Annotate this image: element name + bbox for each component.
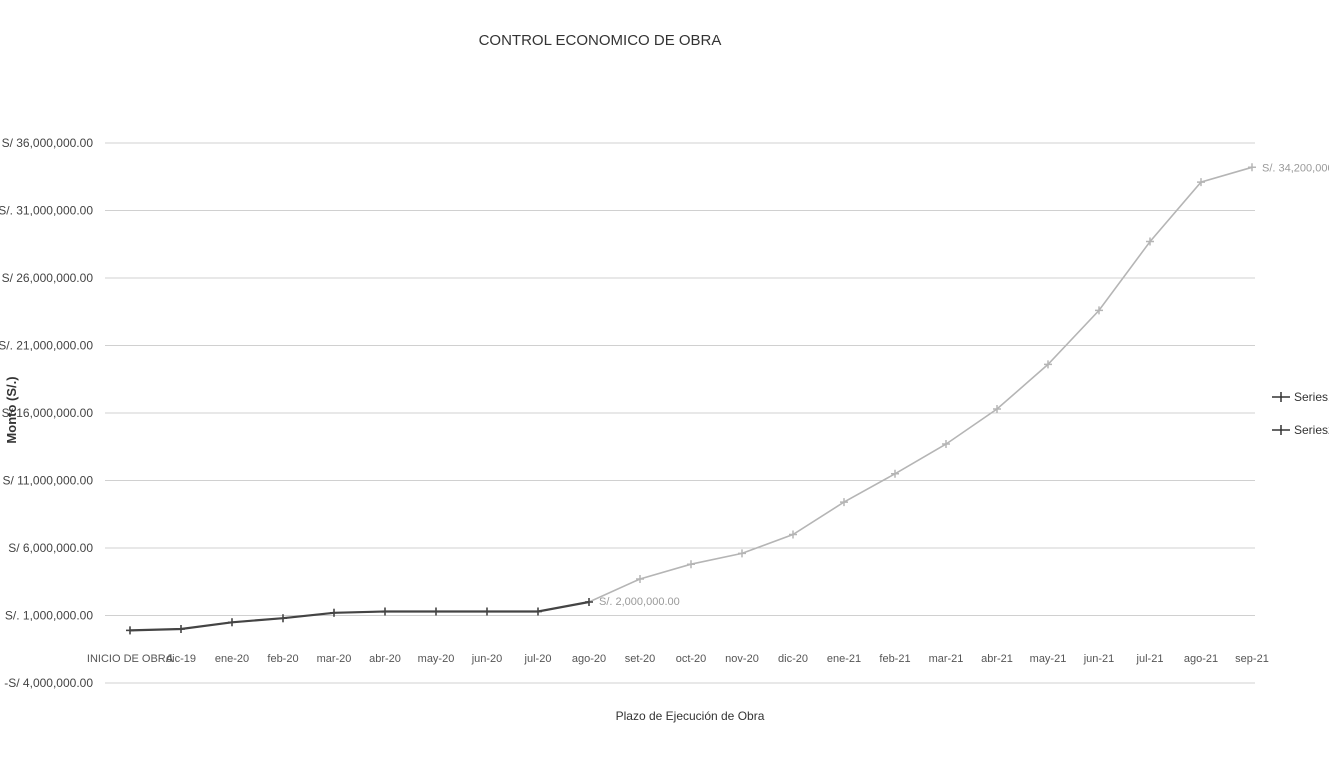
grid [105, 142, 1255, 684]
series-2-point [636, 575, 644, 584]
x-tick-label: may-21 [1030, 653, 1067, 665]
x-tick-label: ene-21 [827, 653, 861, 665]
y-axis-label: Monto (S/.) [4, 376, 19, 443]
x-axis-label: Plazo de Ejecución de Obra [616, 709, 765, 723]
x-tick-label: mar-21 [929, 653, 964, 665]
series-1-point [177, 625, 185, 633]
x-tick-label: jul-20 [524, 653, 552, 665]
series-1-point [483, 607, 491, 616]
series-2-point [1146, 237, 1154, 246]
series-1-point [279, 614, 287, 623]
data-label: S/. 2,000,000.00 [599, 596, 680, 608]
y-tick-label: S/ 36,000,000.00 [2, 136, 94, 150]
x-tick-label: nov-20 [725, 653, 759, 665]
chart-title: CONTROL ECONOMICO DE OBRA [479, 32, 722, 49]
x-tick-label: sep-21 [1235, 653, 1269, 665]
legend: Series1 Series2 [1272, 390, 1329, 437]
x-tick-label: oct-20 [676, 653, 707, 665]
series-1-point [381, 607, 389, 616]
y-tick-label: S/ 6,000,000.00 [8, 541, 93, 555]
x-tick-label: jun-20 [471, 653, 503, 665]
x-tick-label: ago-21 [1184, 653, 1218, 665]
series-2-point [789, 530, 797, 539]
y-tick-label: S/ 16,000,000.00 [2, 406, 94, 420]
x-tick-label: INICIO DE OBRA [87, 653, 174, 665]
x-tick-label: set-20 [625, 653, 656, 665]
x-tick-label: dic-20 [778, 653, 808, 665]
plot-area: S/. 2,000,000.00 S/. 34,200,000.00 [126, 162, 1329, 635]
series-1-point [228, 618, 236, 627]
x-tick-label: mar-20 [317, 653, 352, 665]
y-tick-label: S/ 11,000,000.00 [2, 474, 93, 488]
x-tick-label: dic-19 [166, 653, 196, 665]
series-line-1 [129, 600, 590, 632]
series-1-point [126, 626, 134, 635]
x-tick-label: jun-21 [1083, 653, 1115, 665]
series-2-point [1248, 163, 1256, 172]
x-tick-label: feb-20 [267, 653, 298, 665]
series-2-point [891, 469, 899, 478]
legend-entry: Series2 [1294, 423, 1329, 437]
y-tick-label: -S/ 4,000,000.00 [4, 676, 93, 690]
data-label: S/. 34,200,000.00 [1262, 162, 1329, 174]
y-tick-label: S/. 31,000,000.00 [0, 204, 93, 218]
x-tick-label: abr-20 [369, 653, 401, 665]
series-2-point [993, 404, 1001, 413]
y-axis: -S/ 4,000,000.00 S/. 1,000,000.00 S/ 6,000… [0, 136, 93, 690]
series-2-point [738, 549, 746, 558]
y-tick-label: S/ 26,000,000.00 [2, 271, 94, 285]
series-2-point [687, 560, 695, 569]
series-1-point [585, 598, 593, 606]
x-tick-label: ene-20 [215, 653, 249, 665]
x-tick-label: jul-21 [1136, 653, 1164, 665]
series-2-point [942, 440, 950, 449]
series-2-point [1044, 360, 1052, 369]
x-tick-label: abr-21 [981, 653, 1013, 665]
y-tick-label: S/. 1,000,000.00 [5, 609, 93, 623]
x-tick-label: may-20 [418, 653, 455, 665]
series-1-point [330, 608, 338, 617]
series-2-point [1095, 306, 1103, 315]
series-1-point [432, 607, 440, 616]
x-tick-label: ago-20 [572, 653, 606, 665]
x-tick-label: feb-21 [879, 653, 910, 665]
series-2-point [1197, 178, 1205, 187]
y-tick-label: S/. 21,000,000.00 [0, 339, 93, 353]
legend-entry: Series1 [1294, 390, 1329, 404]
series-2-point [840, 498, 848, 507]
series-1-point [534, 607, 542, 616]
